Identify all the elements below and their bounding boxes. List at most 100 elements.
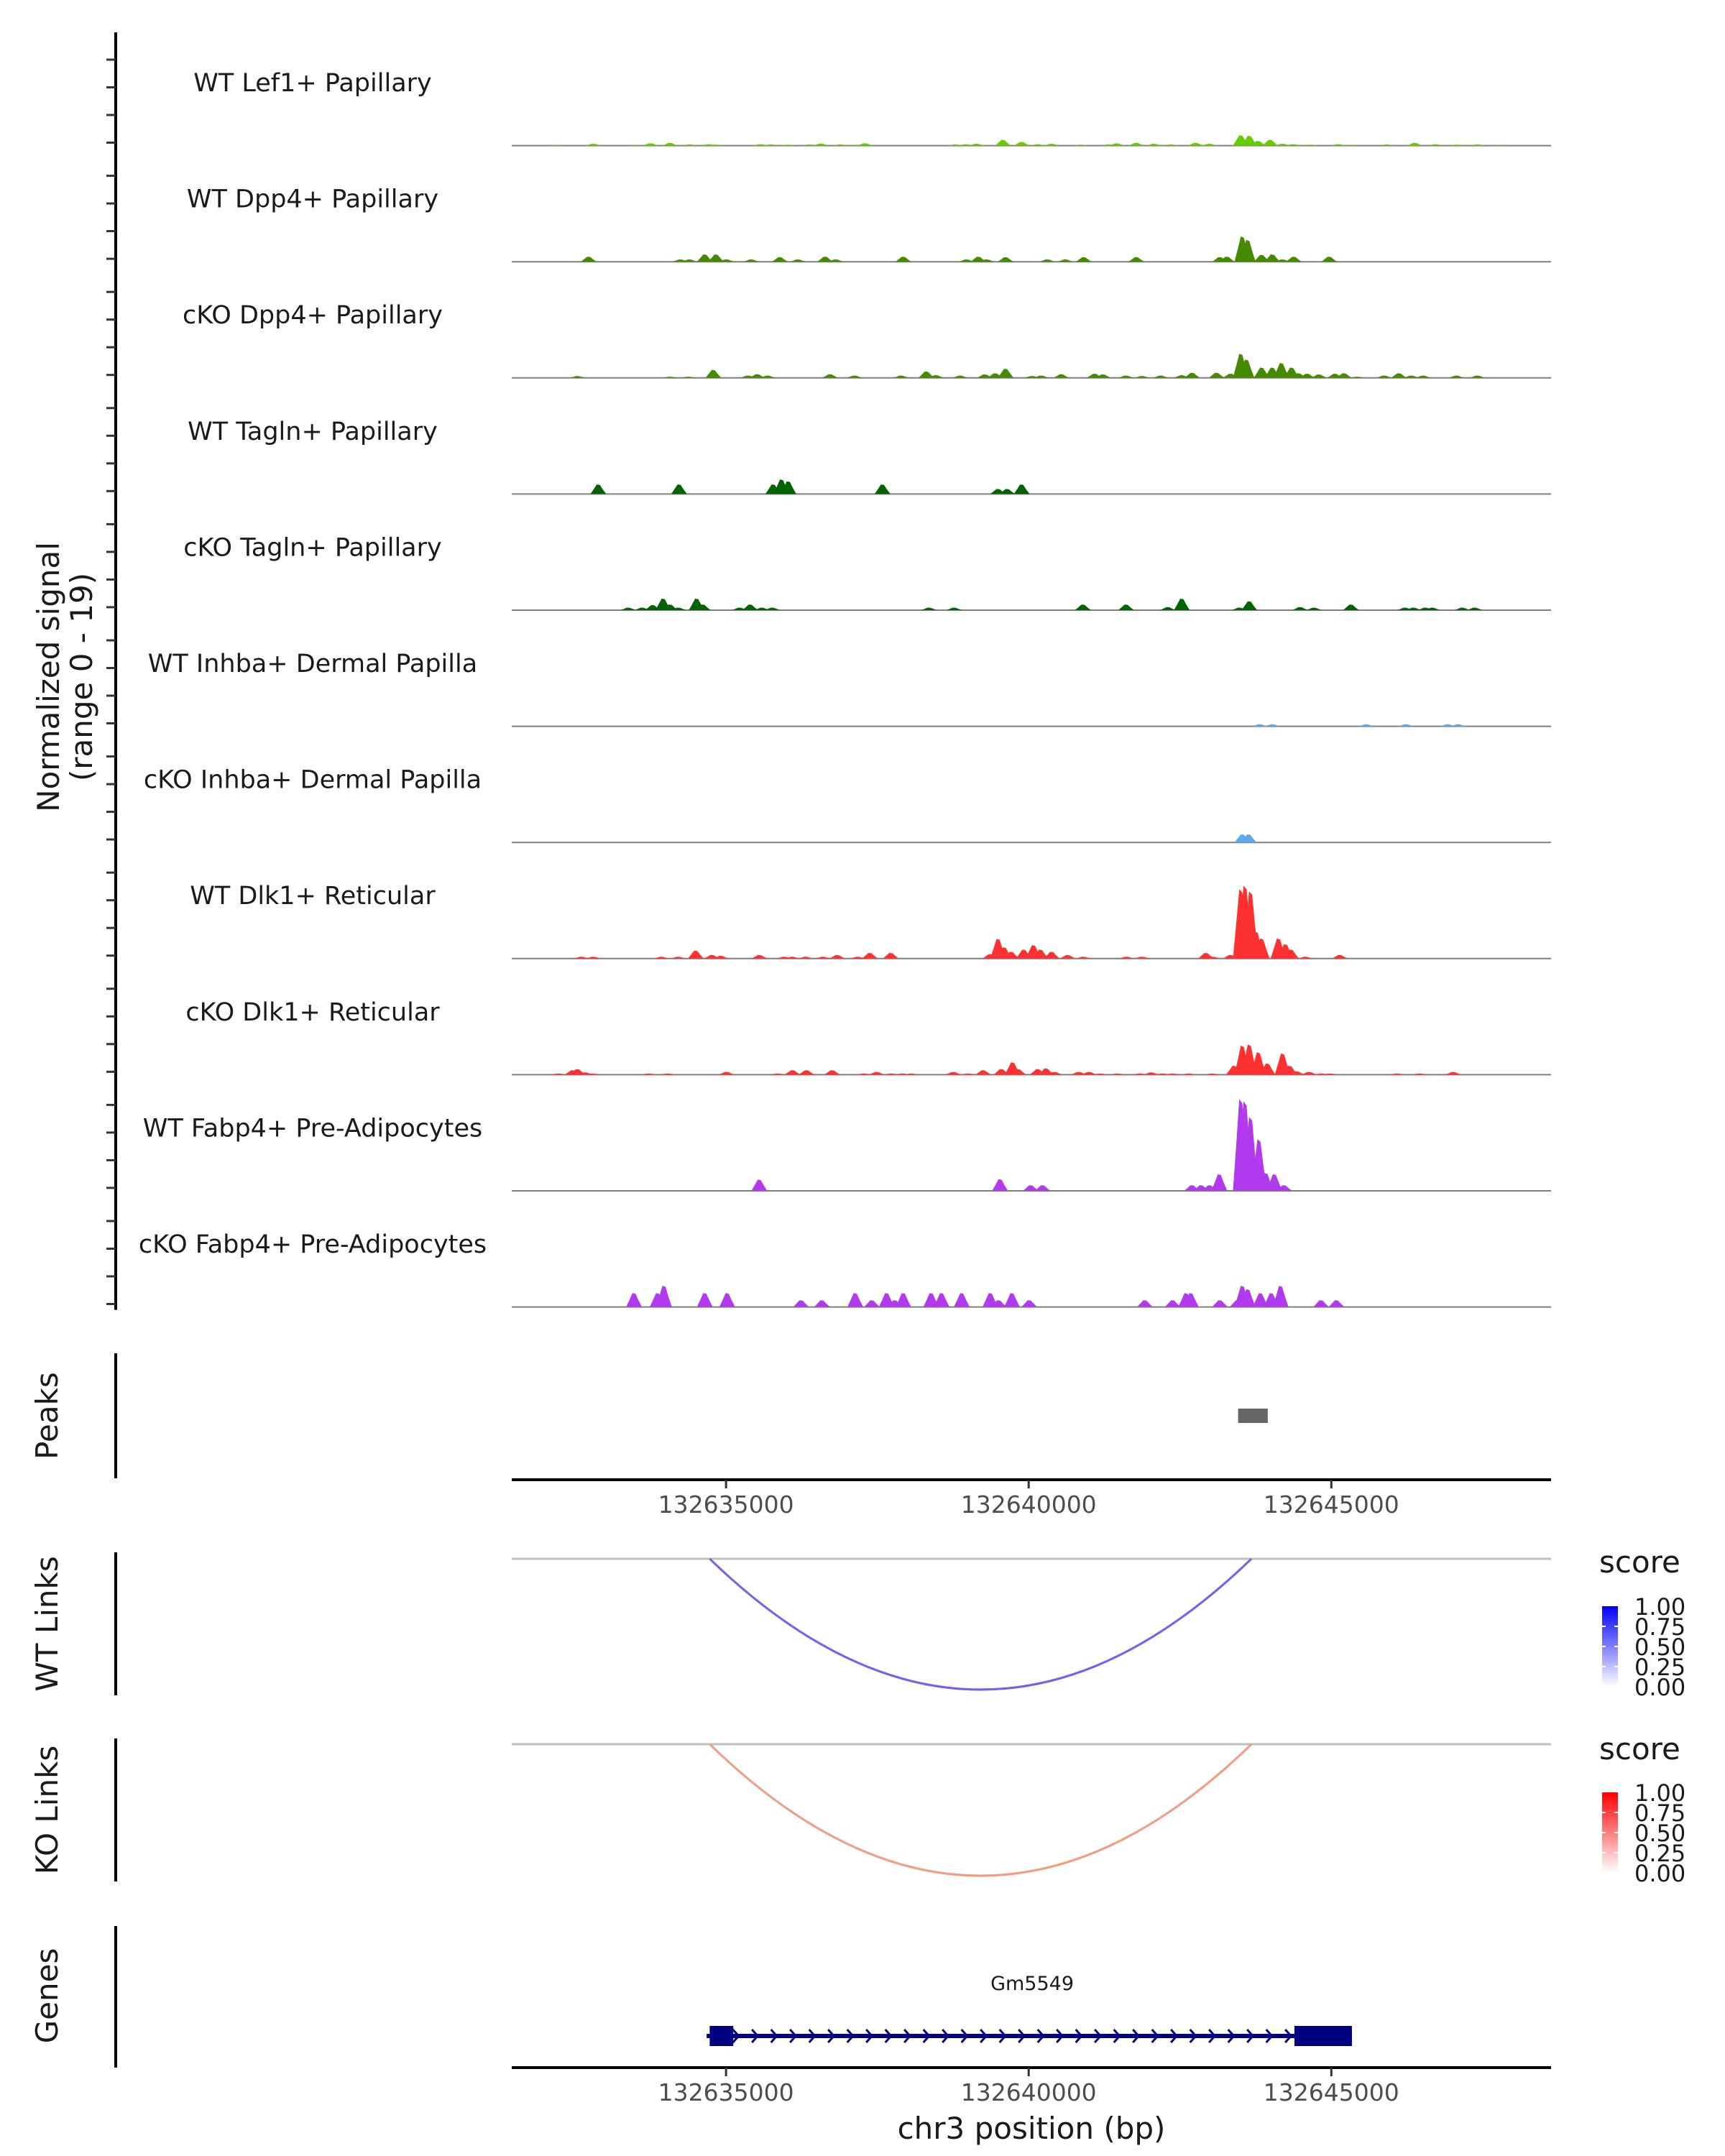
coverage-peak <box>1029 144 1046 146</box>
coverage-peak <box>1289 1071 1305 1075</box>
coverage-peak <box>979 259 995 262</box>
link-track: KO Links score 1.000.750.500.250.00 <box>29 1731 1685 1887</box>
strand-arrow-icon <box>1132 2029 1141 2043</box>
x-tick-label: 132645000 <box>1264 1491 1399 1519</box>
coverage-peak <box>1273 363 1289 378</box>
coverage-peak <box>1075 604 1091 610</box>
track-label: cKO Dpp4+ Papillary <box>183 301 443 330</box>
coverage-peak <box>903 1073 920 1075</box>
coverage-peak <box>680 377 696 378</box>
track-label: WT Fabp4+ Pre-Adipocytes <box>143 1114 482 1143</box>
track-label: cKO Dlk1+ Reticular <box>185 998 440 1027</box>
coverage-peak <box>1044 144 1060 146</box>
track-label: WT Dpp4+ Papillary <box>187 185 438 214</box>
coverage-peak <box>1264 724 1281 727</box>
coverage-peak <box>1398 724 1414 727</box>
coverage-peak <box>705 369 722 378</box>
coverage-peak <box>547 144 564 146</box>
track-label: WT Dlk1+ Reticular <box>190 882 436 911</box>
peak-region <box>1238 1409 1268 1423</box>
coverage-peak <box>1044 952 1060 959</box>
coverage-peak <box>883 1073 900 1075</box>
coverage-peak <box>1469 375 1486 378</box>
strand-arrow-icon <box>846 2029 855 2043</box>
track-label: WT Lef1+ Papillary <box>193 69 432 98</box>
strand-arrow-icon <box>751 2029 760 2043</box>
coverage-peak <box>662 377 678 378</box>
strand-arrow-icon <box>827 2029 836 2043</box>
coverage-track: cKO Dlk1+ Reticular <box>185 998 1551 1076</box>
coverage-peak <box>850 957 866 959</box>
coverage-peak <box>671 957 686 959</box>
coverage-peak <box>1448 375 1465 378</box>
coverage-peak <box>895 257 911 262</box>
coverage-peak <box>856 1073 873 1075</box>
strand-arrow-icon <box>1094 2029 1103 2043</box>
coverage-peak <box>1321 257 1338 262</box>
coverage-peak <box>713 956 729 959</box>
legend-tick-label: 0.75 <box>1634 1800 1685 1827</box>
coverage-peak <box>1299 374 1315 378</box>
coverage-peak <box>1250 141 1266 146</box>
coverage-peak <box>643 143 659 146</box>
coverage-peak <box>696 254 713 262</box>
coverage-peak <box>1072 144 1089 146</box>
strand-arrow-icon <box>1265 2029 1274 2043</box>
coverage-track: cKO Dpp4+ Papillary <box>183 301 1551 379</box>
legend-tick-label: 1.00 <box>1634 1593 1685 1621</box>
coverage-peak <box>696 1293 713 1307</box>
coverage-track: cKO Fabp4+ Pre-Adipocytes <box>139 1230 1551 1308</box>
coverage-peak <box>754 607 770 610</box>
coverage-peak <box>708 254 724 262</box>
coverage-track: WT Dpp4+ Papillary <box>187 185 1551 263</box>
coverage-peak <box>975 1070 991 1075</box>
coverage-peak <box>707 144 724 146</box>
coverage-peak <box>688 950 704 959</box>
strand-arrow-icon <box>960 2029 969 2043</box>
coverage-peak <box>952 375 968 378</box>
coverage-peak <box>1328 1300 1345 1307</box>
coverage-peak <box>1259 1063 1276 1075</box>
track-label: cKO Tagln+ Papillary <box>183 533 442 562</box>
link-track-label: KO Links <box>29 1746 65 1875</box>
coverage-peak <box>1306 607 1322 610</box>
coverage-peak <box>883 953 899 959</box>
coverage-peak <box>1379 144 1395 146</box>
coverage-peak <box>1445 1072 1461 1075</box>
gene-exon <box>1294 2026 1352 2046</box>
coverage-peak <box>1128 257 1145 262</box>
coverage-peak <box>1251 724 1268 727</box>
coverage-peak <box>694 604 711 610</box>
coverage-peak <box>799 1070 815 1075</box>
coverage-peak <box>1332 954 1348 959</box>
coverage-peak <box>1039 259 1056 262</box>
coverage-peak <box>1128 142 1145 146</box>
coverage-peak <box>921 607 937 610</box>
x-axis-title: chr3 position (bp) <box>898 2111 1166 2146</box>
x-axis-bottom: 132635000 132640000 132645000 <box>512 2066 1551 2106</box>
coverage-peak <box>1118 375 1134 378</box>
coverage-peak <box>763 144 779 146</box>
coverage-peak <box>1174 599 1190 610</box>
coverage-peak <box>998 257 1014 262</box>
coverage-peak <box>1181 1073 1197 1075</box>
coverage-peak <box>1240 239 1256 262</box>
track-label: cKO Inhba+ Dermal Papilla <box>144 766 482 795</box>
y-axis-title-line1: Normalized signal <box>31 542 66 812</box>
coverage-peak <box>999 489 1016 494</box>
strand-arrow-icon <box>865 2029 874 2043</box>
coverage-peak <box>1376 375 1392 378</box>
coverage-peak <box>968 144 985 146</box>
coverage-peak <box>857 143 873 146</box>
legend-colorbar <box>1602 1606 1618 1687</box>
coverage-peak <box>719 1072 735 1075</box>
coverage-peak <box>749 374 765 378</box>
x-tick-label: 132640000 <box>961 1491 1097 1519</box>
coverage-peak <box>671 484 687 494</box>
coverage-peak <box>1254 254 1270 262</box>
coverage-peak <box>1092 1073 1108 1075</box>
track-label: WT Inhba+ Dermal Papilla <box>148 650 477 678</box>
legend-tick-label: 0.00 <box>1634 1674 1685 1701</box>
strand-arrow-icon <box>1170 2029 1179 2043</box>
coverage-peak <box>1240 1289 1256 1307</box>
